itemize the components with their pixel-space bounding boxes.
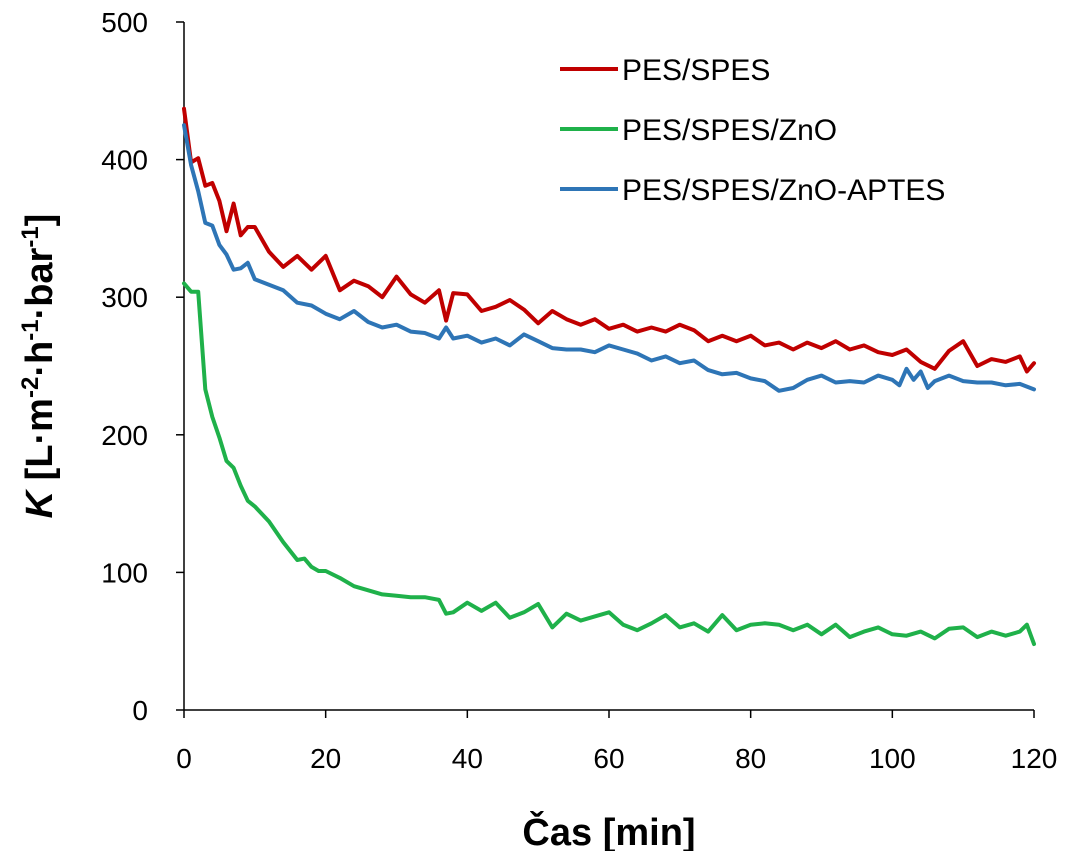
y-axis-title-unit-mid-1: ·h: [19, 341, 61, 377]
y-axis-title-sup-2: -1: [17, 319, 44, 340]
y-axis-title-sup-1: -2: [17, 377, 44, 398]
plot-area: 0 20 40 60 80 100 120 0 100 200 300 400 500: [101, 7, 1057, 774]
legend-label-3: PES/SPES/ZnO-APTES: [622, 174, 945, 207]
y-axis-title-unit-end: ]: [19, 214, 61, 227]
x-tick-label: 0: [176, 743, 192, 774]
y-tick-label: 100: [101, 557, 148, 588]
x-tick-label: 80: [735, 743, 766, 774]
y-tick-label: 0: [132, 695, 148, 726]
series-line-2: [182, 281, 1036, 646]
y-tick-label: 300: [101, 282, 148, 313]
y-tick-label: 200: [101, 420, 148, 451]
legend-label-1: PES/SPES: [622, 54, 770, 87]
y-ticks: 0 100 200 300 400 500: [101, 7, 184, 726]
y-axis-title-unit-start: [L·m: [19, 398, 61, 491]
x-ticks: 0 20 40 60 80 100 120: [176, 710, 1057, 774]
x-tick-label: 40: [452, 743, 483, 774]
y-axis-title-unit-mid-2: ·bar: [19, 247, 61, 319]
x-tick-label: 60: [593, 743, 624, 774]
series-line-1: [182, 106, 1036, 374]
y-tick-label: 500: [101, 7, 148, 38]
y-axis-title-symbol: K: [19, 488, 61, 518]
y-tick-label: 400: [101, 145, 148, 176]
x-tick-label: 20: [310, 743, 341, 774]
legend-label-2: PES/SPES/ZnO: [622, 114, 837, 147]
x-tick-label: 120: [1011, 743, 1058, 774]
series-line-3: [182, 123, 1036, 393]
series-lines: [182, 106, 1036, 646]
legend: PES/SPES PES/SPES/ZnO PES/SPES/ZnO-APTES: [560, 54, 945, 207]
y-axis-title: K [L·m-2·h-1·bar-1]: [17, 214, 61, 519]
y-axis-title-sup-3: -1: [17, 226, 44, 247]
x-tick-label: 100: [869, 743, 916, 774]
x-axis-title: Čas [min]: [522, 809, 695, 851]
